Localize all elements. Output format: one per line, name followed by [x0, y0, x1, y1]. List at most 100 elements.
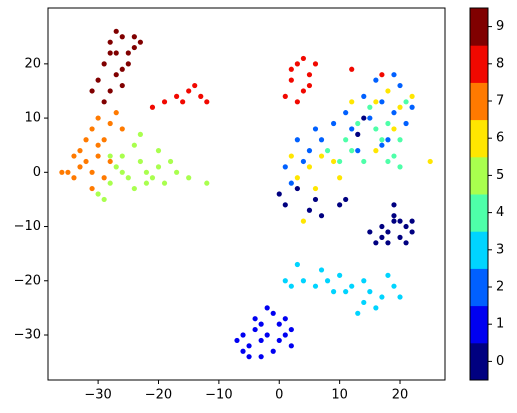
point — [294, 137, 300, 143]
point — [355, 310, 361, 316]
point — [131, 34, 137, 40]
point — [343, 196, 349, 203]
colorbar-band — [470, 342, 488, 381]
point — [252, 316, 258, 322]
point — [391, 126, 397, 132]
point — [300, 88, 307, 94]
point — [101, 196, 107, 203]
point — [125, 50, 131, 56]
point — [318, 267, 325, 273]
point — [180, 99, 186, 105]
point — [343, 137, 349, 143]
point — [343, 289, 349, 295]
point — [306, 82, 313, 89]
point — [288, 153, 294, 159]
point — [355, 148, 361, 154]
point — [397, 137, 403, 143]
point — [379, 294, 385, 300]
y-tick-label: 10 — [24, 111, 41, 126]
point — [349, 126, 355, 132]
point — [240, 348, 246, 354]
point — [306, 148, 313, 154]
colorbar-band — [470, 119, 488, 158]
point — [167, 158, 174, 165]
point — [300, 218, 307, 224]
point — [119, 169, 125, 175]
point — [143, 169, 150, 175]
point — [403, 120, 409, 127]
point — [361, 158, 367, 165]
point — [379, 72, 385, 78]
point — [367, 289, 373, 295]
point — [204, 99, 210, 105]
point — [95, 153, 101, 159]
point — [95, 191, 101, 197]
point — [119, 82, 125, 89]
point — [367, 104, 373, 110]
point — [246, 354, 252, 360]
point — [89, 126, 95, 132]
point — [367, 229, 373, 235]
point — [101, 137, 107, 143]
point — [318, 137, 325, 143]
point — [143, 180, 150, 186]
x-tick-label: −10 — [205, 388, 232, 403]
point — [373, 77, 379, 83]
point — [198, 93, 204, 99]
plot-frame — [47, 7, 446, 381]
point — [391, 110, 397, 116]
point — [373, 305, 379, 311]
point — [294, 99, 300, 105]
point — [174, 169, 180, 175]
point — [349, 283, 355, 289]
point — [137, 131, 143, 137]
point — [324, 278, 331, 284]
point — [300, 55, 307, 62]
point — [343, 110, 349, 116]
point — [379, 137, 385, 143]
colorbar-label: 3 — [496, 242, 504, 257]
colorbar-band — [470, 194, 488, 232]
point — [397, 82, 403, 89]
colorbar-label: 7 — [496, 94, 504, 109]
point — [282, 93, 288, 99]
point — [427, 158, 433, 165]
point — [379, 99, 385, 105]
point — [349, 99, 355, 105]
point — [379, 234, 385, 240]
colorbar-band — [470, 305, 488, 344]
colorbar-label: 5 — [496, 168, 504, 183]
point — [83, 137, 89, 143]
point — [403, 240, 409, 246]
point — [270, 310, 276, 316]
point — [349, 66, 355, 72]
point — [107, 50, 113, 56]
colorbar-label: 4 — [496, 205, 504, 220]
point — [113, 28, 119, 34]
point — [403, 223, 409, 230]
point — [337, 175, 343, 181]
point — [385, 158, 391, 165]
point — [234, 337, 240, 344]
point — [276, 191, 282, 197]
point — [107, 158, 113, 165]
point — [119, 126, 125, 132]
point — [403, 99, 409, 105]
point — [155, 148, 162, 154]
colorbar-band — [470, 82, 488, 121]
point — [107, 180, 113, 186]
point — [391, 72, 397, 78]
point — [125, 175, 131, 181]
point — [288, 283, 294, 289]
colorbar-frame — [469, 7, 489, 381]
point — [312, 61, 319, 67]
point — [186, 88, 192, 94]
point — [258, 337, 264, 344]
point — [137, 158, 143, 165]
point — [89, 88, 95, 94]
point — [385, 272, 391, 278]
point — [264, 305, 270, 311]
point — [95, 115, 101, 121]
point — [246, 343, 252, 349]
